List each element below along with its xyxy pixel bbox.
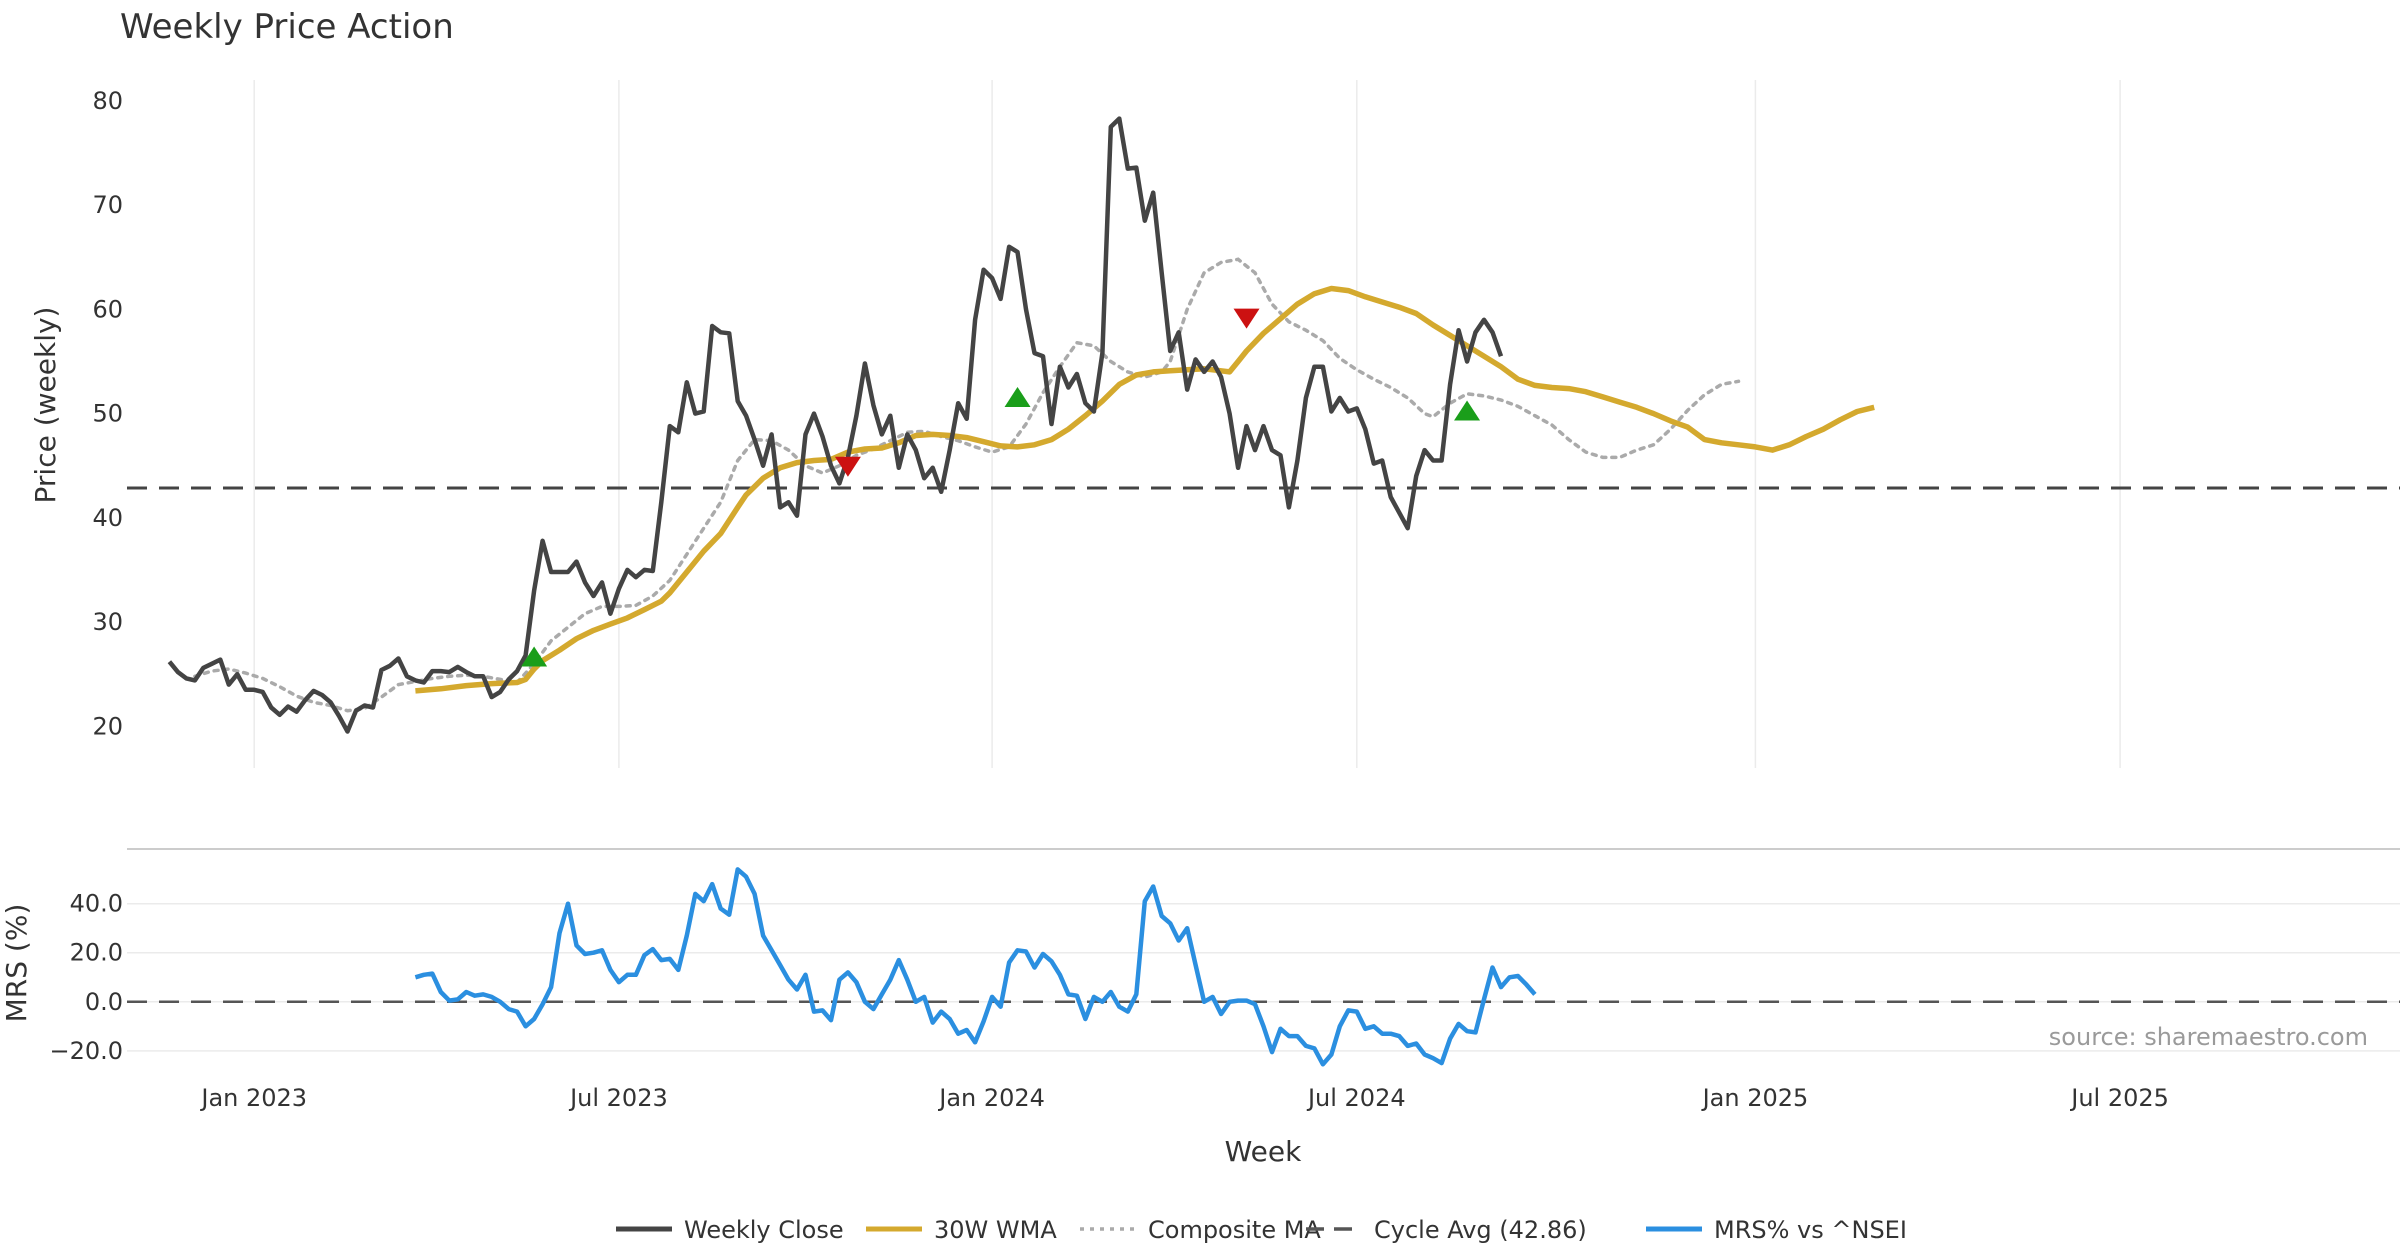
buy-signal-marker [1454, 400, 1481, 421]
x-ticks: Jan 2023 Jul 2023 Jan 2024 Jul 2024 Jan 2025… [199, 1084, 2169, 1112]
legend-label: Weekly Close [684, 1216, 844, 1244]
x-tick-label: Jul 2023 [568, 1084, 668, 1112]
mrs-line [414, 867, 1537, 1067]
legend-label: MRS% vs ^NSEI [1714, 1216, 1907, 1244]
mrs-y-tick-label: 40.0 [70, 890, 123, 918]
mrs-y-axis-label: MRS (%) [0, 904, 33, 1023]
price-y-axis-label: Price (weekly) [29, 307, 62, 504]
price-y-tick-label: 50 [92, 400, 123, 428]
x-tick-label: Jan 2025 [1701, 1084, 1809, 1112]
legend: Weekly Close 30W WMA Composite MA Cycle Avg… [616, 1216, 1907, 1244]
mrs-y-tick-label: 20.0 [70, 939, 123, 967]
buy-signal-marker [1004, 386, 1031, 407]
chart-title: Weekly Price Action [120, 7, 454, 47]
mrs-y-tick-label: −20.0 [49, 1037, 123, 1065]
legend-label: 30W WMA [934, 1216, 1057, 1244]
price-y-tick-label: 20 [92, 712, 123, 740]
price-y-ticks: 20 30 40 50 60 70 80 [92, 87, 123, 740]
sell-signal-marker [1233, 308, 1260, 329]
x-tick-label: Jul 2024 [1306, 1084, 1406, 1112]
buy-signal-marker [521, 646, 548, 667]
price-y-tick-label: 40 [92, 504, 123, 532]
price-y-tick-label: 80 [92, 87, 123, 115]
composite-ma-line [193, 257, 1741, 713]
x-axis-label: Week [1225, 1135, 1302, 1168]
source-note: source: sharemaestro.com [2049, 1023, 2368, 1051]
wma-30w-line [415, 285, 1875, 694]
price-y-tick-label: 70 [92, 191, 123, 219]
price-y-tick-label: 60 [92, 295, 123, 323]
price-y-tick-label: 30 [92, 608, 123, 636]
x-tick-label: Jul 2025 [2069, 1084, 2169, 1112]
legend-label: Composite MA [1148, 1216, 1321, 1244]
x-tick-label: Jan 2024 [937, 1084, 1045, 1112]
mrs-y-ticks: −20.0 0.0 20.0 40.0 [49, 890, 123, 1065]
signal-markers [521, 308, 1481, 667]
sell-signal-marker [834, 456, 861, 477]
weekly-close-line [167, 116, 1504, 734]
x-tick-label: Jan 2023 [199, 1084, 307, 1112]
price-gridlines [253, 80, 2121, 768]
legend-label: Cycle Avg (42.86) [1374, 1216, 1587, 1244]
mrs-y-tick-label: 0.0 [85, 988, 123, 1016]
